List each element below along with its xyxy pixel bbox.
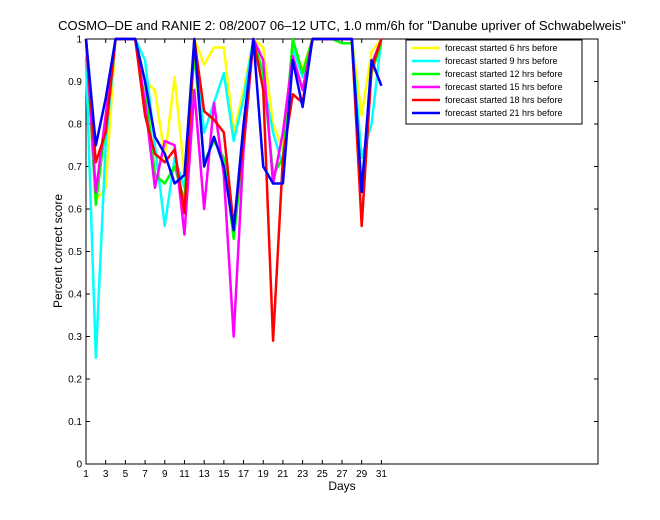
x-tick-label: 7 — [142, 469, 148, 480]
y-axis-label: Percent correct score — [51, 194, 65, 308]
x-axis: 1 3 5 7 9 11 13 15 17 19 21 23 25 27 29 31 — [83, 39, 387, 480]
y-tick-label: 0.5 — [68, 247, 82, 258]
y-tick-label: 0.3 — [68, 332, 82, 343]
legend-label-1: forecast started 6 hrs before — [445, 43, 558, 53]
legend: forecast started 6 hrs before forecast st… — [405, 39, 583, 125]
legend-box — [405, 39, 583, 125]
x-tick-label: 3 — [103, 469, 109, 480]
x-tick-label: 11 — [179, 469, 190, 480]
legend-label-3: forecast started 12 hrs before — [445, 69, 563, 79]
x-tick-label: 5 — [123, 469, 129, 480]
x-tick-label: 23 — [297, 469, 309, 480]
legend-label-4: forecast started 15 hrs before — [445, 82, 563, 92]
chart-title: COSMO–DE and RANIE 2: 08/2007 06–12 UTC,… — [58, 18, 626, 33]
y-tick-label: 0.6 — [68, 205, 82, 216]
y-tick-label: 0.1 — [68, 417, 82, 428]
x-tick-label: 1 — [83, 469, 89, 480]
x-tick-label: 27 — [336, 469, 348, 480]
x-tick-label: 21 — [277, 469, 289, 480]
x-tick-label: 31 — [376, 469, 388, 480]
legend-label-6: forecast started 21 hrs before — [445, 108, 563, 118]
series-lines — [84, 37, 383, 359]
y-tick-label: 0 — [76, 460, 82, 471]
x-axis-label: Days — [328, 479, 355, 493]
y-tick-label: 0.9 — [68, 77, 82, 88]
y-tick-label: 0.8 — [68, 120, 82, 131]
x-tick-label: 13 — [199, 469, 211, 480]
series-line-6 — [84, 37, 383, 232]
x-tick-label: 9 — [162, 469, 168, 480]
x-tick-label: 25 — [317, 469, 329, 480]
legend-label-2: forecast started 9 hrs before — [445, 56, 558, 66]
x-tick-label: 15 — [218, 469, 230, 480]
y-tick-label: 0.4 — [68, 290, 82, 301]
y-axis: 0 0.1 0.2 0.3 0.4 0.5 0.6 0.7 0.8 0.9 1 — [68, 35, 598, 471]
x-tick-label: 19 — [258, 469, 270, 480]
x-tick-label: 17 — [238, 469, 250, 480]
y-tick-label: 0.2 — [68, 375, 82, 386]
y-tick-label: 0.7 — [68, 162, 82, 173]
x-tick-label: 29 — [356, 469, 368, 480]
y-tick-label: 1 — [76, 35, 82, 46]
legend-label-5: forecast started 18 hrs before — [445, 95, 563, 105]
